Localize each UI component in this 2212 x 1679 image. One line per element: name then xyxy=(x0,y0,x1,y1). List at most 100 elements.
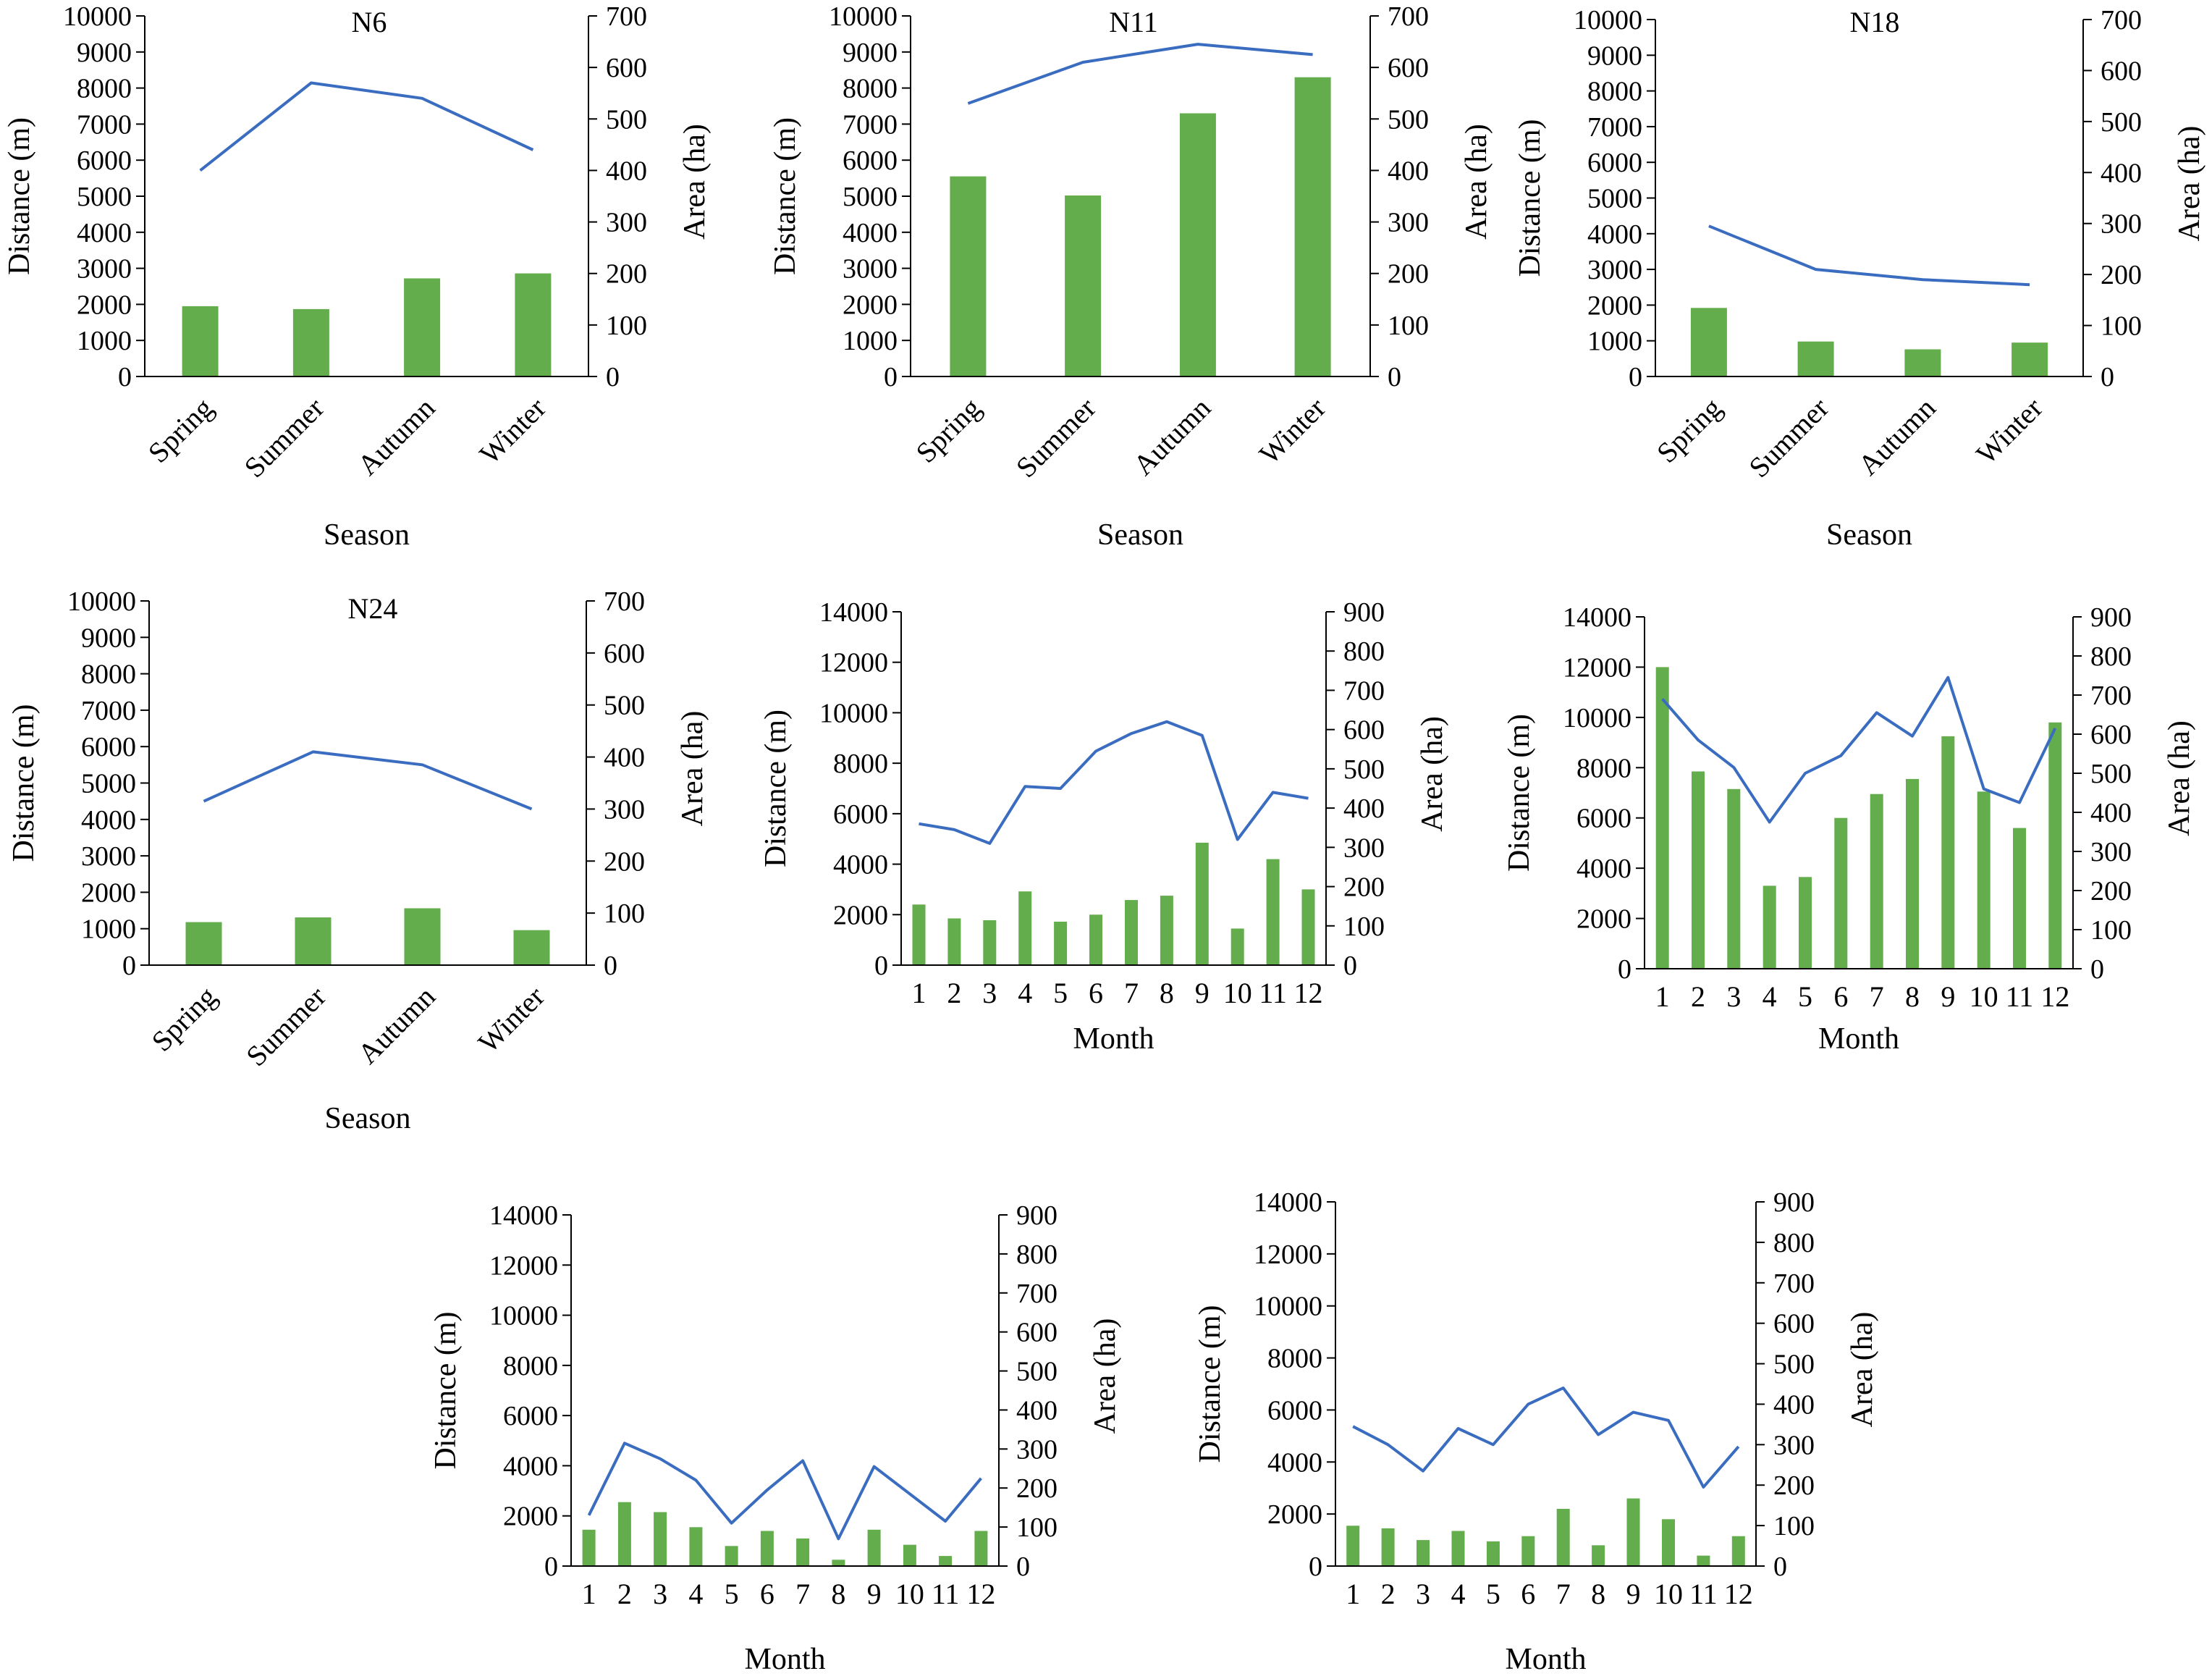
bar-distance xyxy=(1230,928,1244,965)
y-tick-label-right: 700 xyxy=(1773,1268,1815,1299)
y-tick-label-left: 6000 xyxy=(843,146,898,176)
x-tick-label: 5 xyxy=(1053,977,1068,1009)
y-tick-label-right: 700 xyxy=(2101,5,2142,35)
x-axis-title: Season xyxy=(324,518,410,552)
y-tick-label-left: 2000 xyxy=(81,878,136,908)
y-tick-label-right: 100 xyxy=(606,311,647,341)
bar-distance xyxy=(950,176,987,376)
y-tick-label-right: 600 xyxy=(1016,1318,1058,1348)
y-tick-label-right: 400 xyxy=(2090,798,2132,828)
x-tick-label: 6 xyxy=(760,1578,774,1610)
y-tick-label-right: 300 xyxy=(1773,1430,1815,1460)
y-tick-label-left: 10000 xyxy=(1574,5,1642,35)
y-axis-title-left: Distance (m) xyxy=(1194,1305,1227,1463)
x-tick-label: 7 xyxy=(1124,977,1139,1009)
y-tick-label-right: 500 xyxy=(1016,1357,1058,1387)
bar-distance xyxy=(1941,736,1955,969)
bar-distance xyxy=(513,930,550,965)
y-tick-label-right: 600 xyxy=(1388,53,1429,83)
y-tick-label-left: 9000 xyxy=(77,38,132,68)
y-tick-label-left: 0 xyxy=(1629,362,1642,392)
y-tick-label-left: 8000 xyxy=(833,749,888,779)
y-tick-label-right: 200 xyxy=(1016,1473,1058,1504)
y-tick-label-left: 4000 xyxy=(81,805,136,836)
y-tick-label-right: 100 xyxy=(1343,912,1385,942)
x-tick-label: Autumn xyxy=(1852,392,1942,482)
bar-distance xyxy=(947,918,961,965)
x-tick-label: 11 xyxy=(1259,977,1287,1009)
y-tick-label-left: 0 xyxy=(544,1552,558,1582)
x-tick-label: 3 xyxy=(1416,1578,1430,1610)
x-tick-label: 3 xyxy=(1726,980,1741,1013)
y-tick-label-right: 0 xyxy=(2090,954,2104,985)
bar-distance xyxy=(1797,341,1834,376)
x-tick-label: 1 xyxy=(582,1578,596,1610)
y-tick-label-right: 200 xyxy=(604,846,645,877)
bar-distance xyxy=(2048,722,2062,969)
x-tick-label: 2 xyxy=(1381,1578,1396,1610)
bar-distance xyxy=(1179,113,1216,376)
y-tick-label-right: 800 xyxy=(1016,1240,1058,1270)
y-tick-label-right: 900 xyxy=(2090,602,2132,633)
x-tick-label: 9 xyxy=(1941,980,1955,1013)
y-tick-label-right: 500 xyxy=(604,691,645,721)
x-tick-label: Spring xyxy=(145,980,223,1058)
y-tick-label-left: 10000 xyxy=(819,698,888,728)
chart-title: N11 xyxy=(1109,6,1157,38)
y-tick-label-left: 8000 xyxy=(81,660,136,690)
y-tick-label-right: 0 xyxy=(1343,951,1357,981)
y-tick-label-right: 400 xyxy=(1343,794,1385,824)
y-tick-label-right: 900 xyxy=(1343,597,1385,628)
y-tick-label-right: 400 xyxy=(2101,158,2142,188)
chart-panel-8: 0 2000 4000 6000 8000 10000 12000 14000 0 100 200 3… xyxy=(1194,1187,1879,1676)
chart-panel-7: 0 2000 4000 6000 8000 10000 12000 14000 0 100 200 3… xyxy=(429,1200,1122,1676)
y-tick-label-left: 10000 xyxy=(67,586,136,617)
y-tick-label-right: 700 xyxy=(606,1,647,32)
y-tick-label-left: 5000 xyxy=(843,182,898,212)
y-tick-label-right: 300 xyxy=(2090,837,2132,867)
x-axis-title: Season xyxy=(1097,518,1183,552)
bar-distance xyxy=(1451,1531,1465,1566)
x-tick-label: 10 xyxy=(1970,980,1998,1013)
bar-distance xyxy=(974,1531,988,1566)
x-tick-label: Spring xyxy=(1650,392,1728,469)
y-tick-label-left: 4000 xyxy=(1267,1447,1322,1478)
bar-distance xyxy=(760,1531,774,1566)
bar-distance xyxy=(1294,77,1331,376)
x-axis-title: Month xyxy=(1073,1022,1154,1056)
x-tick-label: Spring xyxy=(142,392,219,469)
chart-title: N18 xyxy=(1850,6,1900,38)
x-tick-label: 12 xyxy=(966,1578,995,1610)
bar-distance xyxy=(2012,342,2048,376)
y-tick-label-left: 0 xyxy=(118,362,132,392)
y-tick-label-right: 300 xyxy=(1343,833,1385,863)
y-tick-label-right: 500 xyxy=(1773,1350,1815,1380)
chart-title: N6 xyxy=(352,6,387,38)
y-tick-label-left: 4000 xyxy=(843,218,898,248)
y-tick-label-left: 10000 xyxy=(489,1301,558,1331)
bar-distance xyxy=(1870,794,1883,969)
y-tick-label-right: 400 xyxy=(1773,1389,1815,1420)
y-axis-title-left: Distance (m) xyxy=(1514,119,1547,277)
bar-distance xyxy=(1626,1498,1640,1566)
x-tick-label: 11 xyxy=(932,1578,960,1610)
y-tick-label-right: 700 xyxy=(1016,1279,1058,1309)
y-tick-label-right: 400 xyxy=(1388,156,1429,186)
bar-distance xyxy=(185,922,222,965)
y-tick-label-left: 6000 xyxy=(77,146,132,176)
bar-distance xyxy=(582,1529,596,1566)
bar-distance xyxy=(1799,877,1812,969)
y-axis-title-left: Distance (m) xyxy=(7,704,41,862)
y-tick-label-left: 1000 xyxy=(843,326,898,356)
bar-distance xyxy=(2013,828,2026,969)
y-tick-label-left: 6000 xyxy=(1576,804,1631,834)
x-tick-label: 4 xyxy=(1018,977,1032,1009)
y-tick-label-left: 4000 xyxy=(77,218,132,248)
y-axis-title-right: Area (ha) xyxy=(1846,1312,1879,1428)
y-tick-label-left: 10000 xyxy=(1563,703,1631,733)
y-tick-label-right: 100 xyxy=(604,899,645,929)
x-tick-label: Winter xyxy=(1970,392,2048,471)
bar-distance xyxy=(1977,791,1991,969)
y-tick-label-left: 4000 xyxy=(1587,219,1642,250)
